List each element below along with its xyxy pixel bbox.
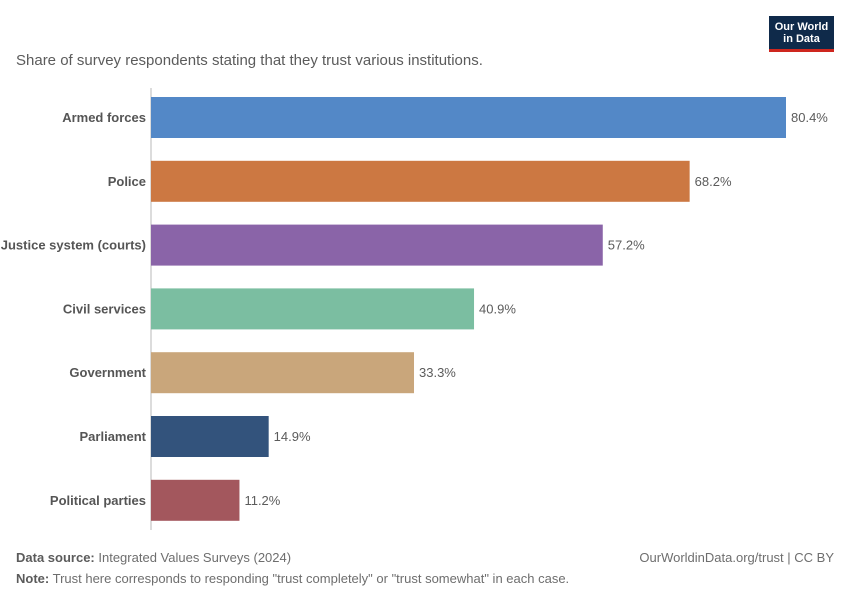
bar-armed-forces[interactable]	[151, 97, 786, 138]
value-label: 57.2%	[608, 238, 645, 253]
bar-government[interactable]	[151, 352, 415, 394]
bar-police[interactable]	[151, 160, 690, 202]
value-label: 14.9%	[274, 429, 311, 444]
category-label: Parliament	[80, 429, 147, 444]
subtitle: Share of survey respondents stating that…	[16, 52, 483, 69]
bar-chart: Armed forces 80.4% Police 68.2% Justice syst…	[1, 88, 828, 530]
category-label: Government	[69, 365, 146, 380]
value-label: 40.9%	[479, 301, 516, 316]
note-text: Trust here corresponds to responding "tr…	[52, 571, 570, 586]
category-label: Justice system (courts)	[1, 238, 146, 253]
note: Note: Trust here corresponds to respondi…	[16, 571, 569, 586]
logo-line-1: Our World	[774, 21, 829, 33]
value-label: 80.4%	[791, 110, 828, 125]
value-label: 11.2%	[244, 493, 280, 508]
data-source-label: Data source:	[16, 550, 95, 565]
owid-logo[interactable]: Our World in Data	[769, 16, 834, 52]
category-label: Civil services	[63, 301, 146, 316]
category-label: Armed forces	[62, 110, 146, 125]
data-source: Data source: Integrated Values Surveys (…	[16, 550, 291, 565]
category-label: Political parties	[50, 493, 146, 508]
note-label: Note:	[16, 571, 50, 586]
value-label: 68.2%	[695, 174, 732, 189]
bar-political-parties[interactable]	[151, 479, 240, 521]
credit-link[interactable]: OurWorldinData.org/trust | CC BY	[639, 550, 834, 565]
bar-justice-system-courts[interactable]	[151, 224, 603, 266]
category-label: Police	[108, 174, 146, 189]
value-label: 33.3%	[419, 365, 456, 380]
data-source-link[interactable]: Integrated Values Surveys (2024)	[98, 550, 292, 565]
bar-civil-services[interactable]	[151, 288, 475, 330]
logo-line-2: in Data	[783, 33, 820, 45]
bar-parliament[interactable]	[151, 416, 269, 457]
